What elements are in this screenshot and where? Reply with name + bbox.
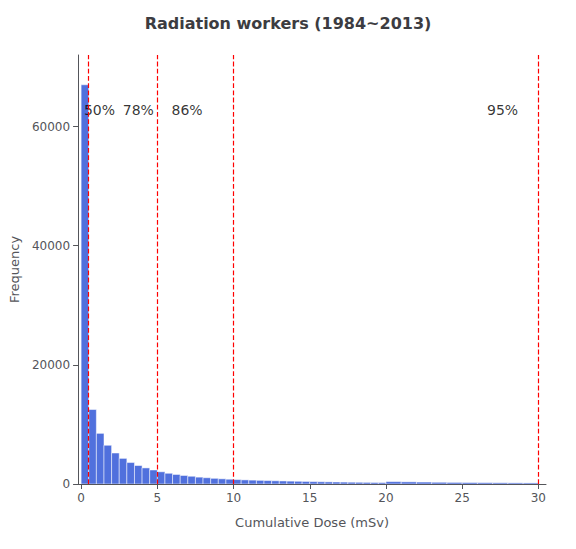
svg-text:30: 30	[531, 491, 546, 505]
svg-text:10: 10	[226, 491, 241, 505]
svg-text:15: 15	[302, 491, 317, 505]
svg-text:0: 0	[62, 477, 70, 491]
svg-text:0: 0	[77, 491, 85, 505]
svg-text:5: 5	[154, 491, 162, 505]
svg-text:Cumulative Dose (mSv): Cumulative Dose (mSv)	[235, 515, 389, 530]
svg-text:40000: 40000	[32, 239, 70, 253]
svg-text:86%: 86%	[172, 102, 203, 118]
svg-text:95%: 95%	[487, 102, 518, 118]
svg-text:78%: 78%	[123, 102, 154, 118]
svg-text:20000: 20000	[32, 358, 70, 372]
svg-text:25: 25	[455, 491, 470, 505]
svg-text:Radiation workers (1984~2013): Radiation workers (1984~2013)	[145, 14, 432, 33]
svg-text:20: 20	[378, 491, 393, 505]
svg-text:50%: 50%	[83, 101, 115, 118]
svg-text:Frequency: Frequency	[7, 236, 22, 303]
svg-text:60000: 60000	[32, 120, 70, 134]
